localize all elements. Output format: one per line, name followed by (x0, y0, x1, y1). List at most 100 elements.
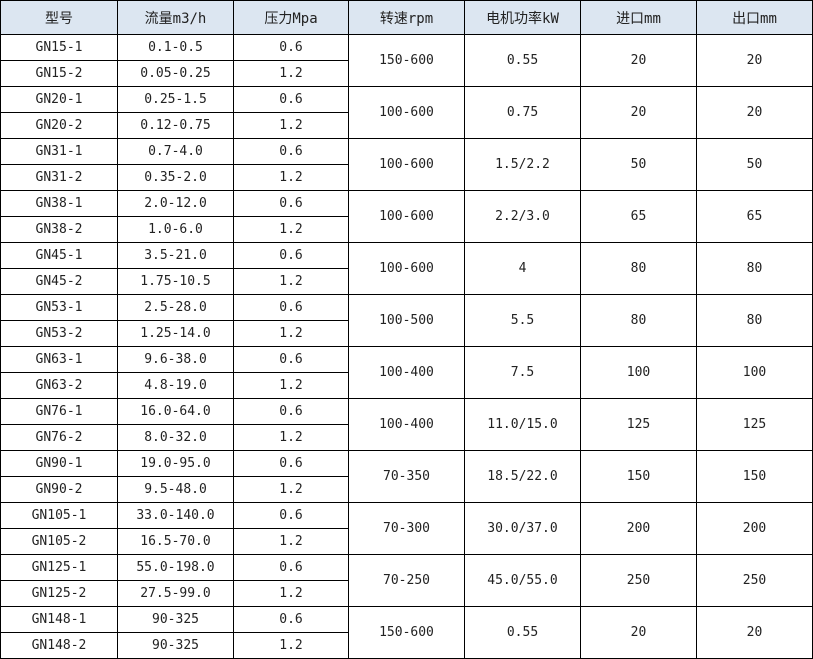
model-cell: GN38-2 (0, 216, 118, 243)
flow-cell: 8.0-32.0 (117, 424, 234, 451)
pressure-cell: 1.2 (233, 60, 349, 87)
table-row: GN20-2 0.12-0.75 1.2 (0, 112, 813, 139)
flow-cell: 1.25-14.0 (117, 320, 234, 347)
table-row: GN38-2 1.0-6.0 1.2 (0, 216, 813, 243)
pressure-cell: 1.2 (233, 112, 349, 139)
table-row: GN148-1 90-325 0.6 150-600 0.55 20 20 (0, 606, 813, 659)
outlet-cell: 80 (696, 242, 813, 295)
pressure-cell: 1.2 (233, 164, 349, 191)
power-cell: 0.75 (464, 86, 581, 139)
model-cell: GN125-2 (0, 580, 118, 607)
pressure-cell: 0.6 (233, 450, 349, 477)
outlet-cell: 20 (696, 34, 813, 87)
model-cell: GN76-1 (0, 398, 118, 425)
model-cell: GN105-1 (0, 502, 118, 529)
table-row: GN20-1 0.25-1.5 0.6 100-600 0.75 20 20 (0, 86, 813, 139)
power-cell: 45.0/55.0 (464, 554, 581, 607)
table-row: GN105-2 16.5-70.0 1.2 (0, 528, 813, 555)
table-row: GN45-1 3.5-21.0 0.6 100-600 4 80 80 (0, 242, 813, 295)
table-row: GN76-2 8.0-32.0 1.2 (0, 424, 813, 451)
pressure-cell: 1.2 (233, 268, 349, 295)
speed-cell: 70-250 (348, 554, 465, 607)
flow-cell: 9.5-48.0 (117, 476, 234, 503)
flow-cell: 2.5-28.0 (117, 294, 234, 321)
flow-cell: 90-325 (117, 632, 234, 659)
flow-cell: 33.0-140.0 (117, 502, 234, 529)
model-cell: GN90-2 (0, 476, 118, 503)
inlet-cell: 125 (580, 398, 697, 451)
pressure-cell: 1.2 (233, 424, 349, 451)
inlet-cell: 150 (580, 450, 697, 503)
flow-cell: 1.0-6.0 (117, 216, 234, 243)
speed-cell: 150-600 (348, 34, 465, 87)
power-cell: 0.55 (464, 34, 581, 87)
table-row: GN15-2 0.05-0.25 1.2 (0, 60, 813, 87)
model-cell: GN148-2 (0, 632, 118, 659)
table-row: GN125-2 27.5-99.0 1.2 (0, 580, 813, 607)
model-cell: GN53-1 (0, 294, 118, 321)
table-row: GN125-1 55.0-198.0 0.6 70-250 45.0/55.0 250 25… (0, 554, 813, 607)
pressure-cell: 1.2 (233, 632, 349, 659)
power-cell: 30.0/37.0 (464, 502, 581, 555)
speed-cell: 100-600 (348, 138, 465, 191)
power-cell: 1.5/2.2 (464, 138, 581, 191)
table-row: GN53-2 1.25-14.0 1.2 (0, 320, 813, 347)
inlet-cell: 80 (580, 242, 697, 295)
flow-cell: 16.5-70.0 (117, 528, 234, 555)
outlet-cell: 65 (696, 190, 813, 243)
model-cell: GN31-2 (0, 164, 118, 191)
pressure-cell: 0.6 (233, 346, 349, 373)
power-cell: 4 (464, 242, 581, 295)
speed-cell: 70-300 (348, 502, 465, 555)
column-header: 电机功率kW (464, 0, 581, 35)
speed-cell: 70-350 (348, 450, 465, 503)
pressure-cell: 1.2 (233, 580, 349, 607)
pressure-cell: 0.6 (233, 190, 349, 217)
table-row: GN148-2 90-325 1.2 (0, 632, 813, 659)
speed-cell: 100-600 (348, 86, 465, 139)
table-row: GN45-2 1.75-10.5 1.2 (0, 268, 813, 295)
inlet-cell: 20 (580, 606, 697, 659)
flow-cell: 19.0-95.0 (117, 450, 234, 477)
table-row: GN105-1 33.0-140.0 0.6 70-300 30.0/37.0 200 20… (0, 502, 813, 555)
inlet-cell: 65 (580, 190, 697, 243)
flow-cell: 2.0-12.0 (117, 190, 234, 217)
pressure-cell: 0.6 (233, 86, 349, 113)
outlet-cell: 250 (696, 554, 813, 607)
outlet-cell: 20 (696, 606, 813, 659)
table-row: GN53-1 2.5-28.0 0.6 100-500 5.5 80 80 (0, 294, 813, 347)
model-cell: GN45-2 (0, 268, 118, 295)
power-cell: 0.55 (464, 606, 581, 659)
model-cell: GN20-1 (0, 86, 118, 113)
model-cell: GN20-2 (0, 112, 118, 139)
flow-cell: 0.12-0.75 (117, 112, 234, 139)
model-cell: GN45-1 (0, 242, 118, 269)
pressure-cell: 0.6 (233, 502, 349, 529)
model-cell: GN63-1 (0, 346, 118, 373)
flow-cell: 0.1-0.5 (117, 34, 234, 61)
table-row: GN38-1 2.0-12.0 0.6 100-600 2.2/3.0 65 65 (0, 190, 813, 243)
table-row: GN63-2 4.8-19.0 1.2 (0, 372, 813, 399)
table-row: GN31-2 0.35-2.0 1.2 (0, 164, 813, 191)
speed-cell: 100-600 (348, 190, 465, 243)
model-cell: GN31-1 (0, 138, 118, 165)
pressure-cell: 1.2 (233, 216, 349, 243)
flow-cell: 90-325 (117, 606, 234, 633)
pressure-cell: 0.6 (233, 294, 349, 321)
model-cell: GN90-1 (0, 450, 118, 477)
inlet-cell: 80 (580, 294, 697, 347)
pressure-cell: 1.2 (233, 528, 349, 555)
column-header: 进口mm (580, 0, 697, 35)
outlet-cell: 125 (696, 398, 813, 451)
model-cell: GN63-2 (0, 372, 118, 399)
model-cell: GN38-1 (0, 190, 118, 217)
model-cell: GN76-2 (0, 424, 118, 451)
inlet-cell: 20 (580, 34, 697, 87)
inlet-cell: 20 (580, 86, 697, 139)
model-cell: GN15-1 (0, 34, 118, 61)
column-header: 转速rpm (348, 0, 465, 35)
table-row: GN90-2 9.5-48.0 1.2 (0, 476, 813, 503)
pressure-cell: 0.6 (233, 242, 349, 269)
speed-cell: 100-400 (348, 346, 465, 399)
flow-cell: 0.35-2.0 (117, 164, 234, 191)
